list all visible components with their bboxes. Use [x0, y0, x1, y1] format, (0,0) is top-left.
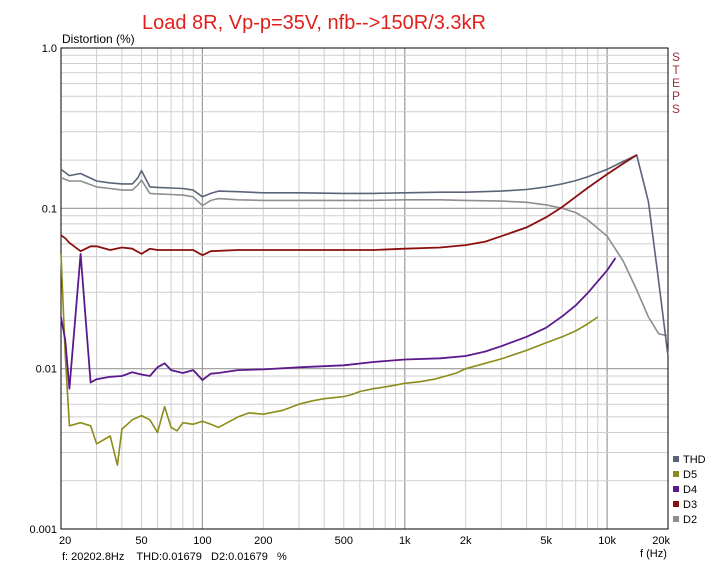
status-readout: f: 20202.8Hz THD:0.01679 D2:0.01679 %	[62, 551, 287, 563]
plot-frame	[60, 47, 669, 530]
grid	[60, 48, 669, 529]
series-line-thd	[60, 154, 669, 357]
y-tick-label: 0.1	[42, 203, 57, 215]
legend: THD D5 D4 D3 D2	[673, 454, 706, 526]
y-tick-labels: 1.0 0.1 0.01 0.001	[29, 43, 57, 536]
steps-letter: E	[672, 76, 680, 90]
series-line-d3	[60, 154, 638, 257]
x-tick-label: 20	[59, 535, 71, 547]
x-tick-label: 100	[193, 535, 211, 547]
series-layer	[60, 154, 669, 467]
legend-swatch-d2	[673, 516, 679, 522]
legend-label-d5: D5	[683, 469, 697, 481]
series-line-d2	[60, 177, 669, 337]
y-tick-label: 0.01	[36, 364, 57, 376]
legend-label-d4: D4	[683, 484, 697, 496]
steps-letter: P	[672, 89, 680, 103]
x-tick-label: 20k	[652, 535, 670, 547]
y-tick-label: 1.0	[42, 43, 57, 55]
steps-letter: S	[672, 50, 680, 64]
chart-title: Load 8R, Vp-p=35V, nfb-->150R/3.3kR	[142, 12, 486, 34]
x-tick-label: 50	[135, 535, 147, 547]
series-line-d4	[60, 252, 617, 390]
legend-swatch-thd	[673, 456, 679, 462]
steps-letter: T	[672, 63, 680, 77]
legend-label-thd: THD	[683, 454, 706, 466]
x-tick-label: 200	[254, 535, 272, 547]
x-tick-label: 2k	[460, 535, 472, 547]
x-tick-label: 1k	[399, 535, 411, 547]
legend-swatch-d4	[673, 486, 679, 492]
legend-label-d3: D3	[683, 499, 697, 511]
steps-letter: S	[672, 102, 680, 116]
legend-swatch-d5	[673, 471, 679, 477]
y-axis-label: Distortion (%)	[62, 32, 135, 46]
legend-swatch-d3	[673, 501, 679, 507]
x-tick-label: 500	[335, 535, 353, 547]
x-tick-label: 5k	[540, 535, 552, 547]
x-axis-label: f (Hz)	[640, 548, 667, 560]
legend-label-d2: D2	[683, 514, 697, 526]
y-tick-label: 0.001	[29, 524, 57, 536]
x-tick-label: 10k	[598, 535, 616, 547]
series-line-d5	[60, 253, 599, 467]
x-tick-labels: 20 50 100 200 500 1k 2k 5k 10k 20k	[59, 535, 670, 547]
